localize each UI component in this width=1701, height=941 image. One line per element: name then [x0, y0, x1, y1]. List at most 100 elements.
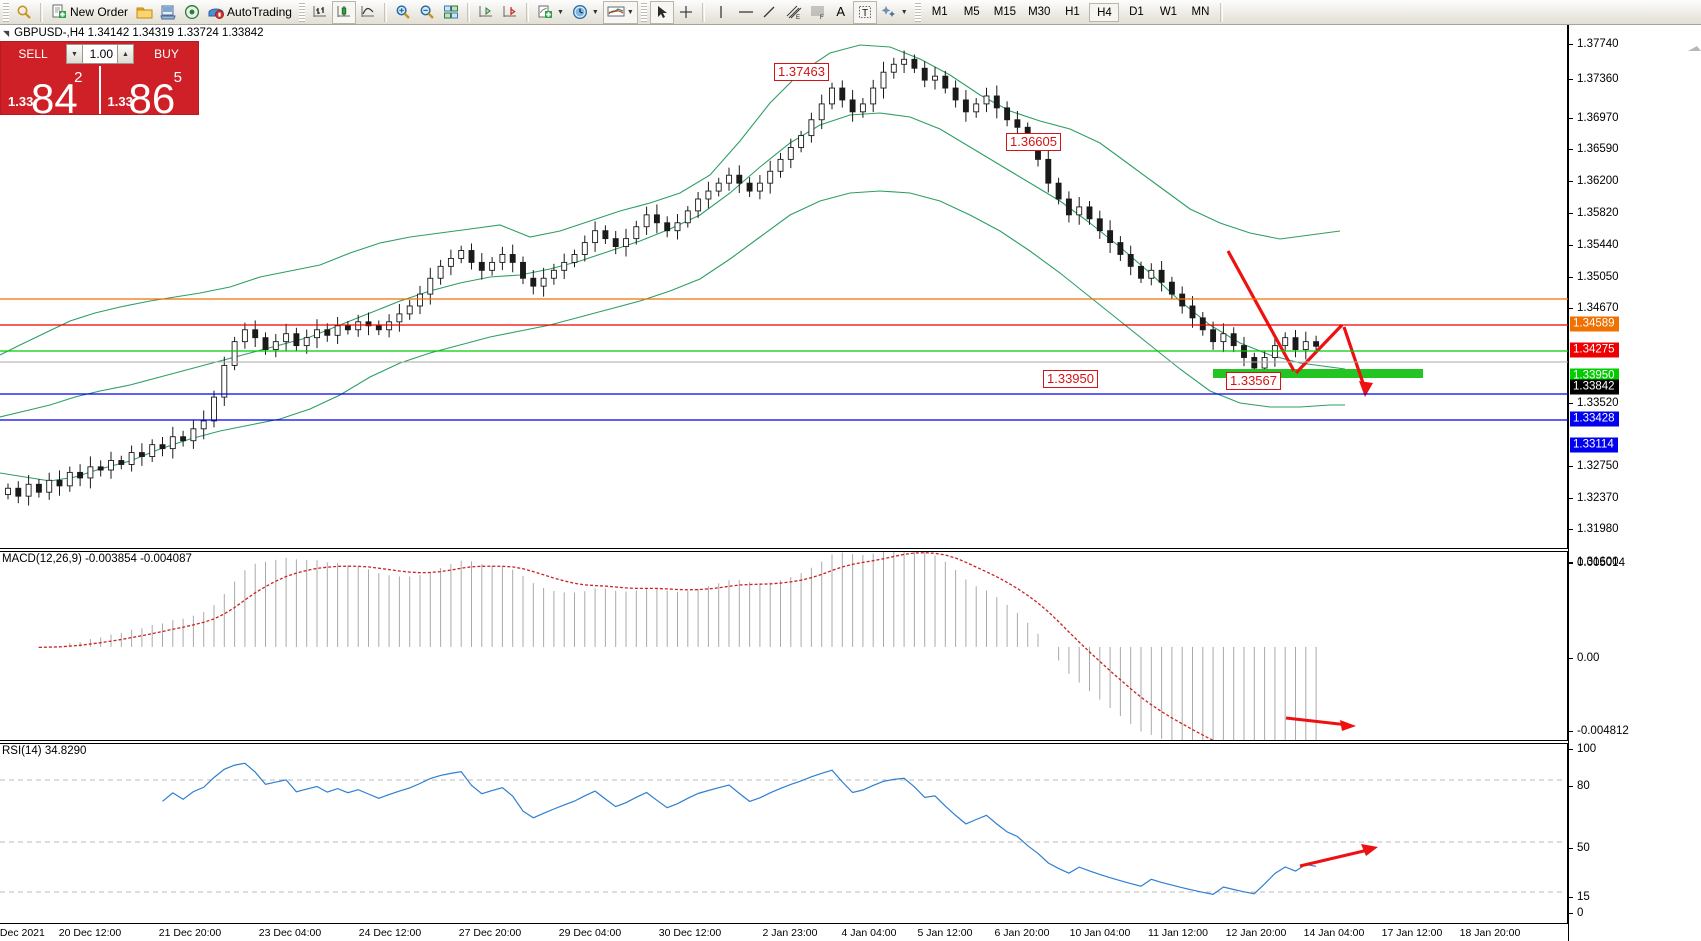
timeframe-button-M5[interactable]: M5 [963, 5, 980, 18]
price-axis[interactable]: 1.37740 1.37360 1.36970 1.36590 1.36200 1.358… [1568, 25, 1701, 941]
hline-icon[interactable] [733, 1, 757, 24]
chevron-down-icon-3[interactable]: ▼ [626, 8, 634, 16]
volume-decrement-button[interactable]: ▼ [66, 44, 83, 64]
price-level-label-1.34589[interactable]: 1.34589 [1570, 316, 1619, 332]
crosshair-icon[interactable] [674, 1, 698, 24]
vline-icon[interactable] [709, 1, 733, 24]
price-pane[interactable] [0, 25, 1568, 549]
cursor-icon[interactable] [649, 0, 674, 24]
rsi-tick-label-50: 50 [1577, 842, 1590, 854]
shapes-icon[interactable]: ▼ [877, 1, 912, 24]
zoom-in-icon[interactable] [391, 1, 415, 24]
magnifier-search-icon[interactable] [12, 1, 36, 24]
vertical-scrollbar-thumb[interactable] [1688, 46, 1701, 52]
toolbar-grip[interactable] [3, 2, 9, 22]
price-tickmark [1569, 44, 1573, 45]
timeframe-button-D1[interactable]: D1 [1129, 5, 1144, 18]
add-indicator-icon[interactable]: ▼ [533, 1, 568, 24]
price-tick-label-1.35440: 1.35440 [1577, 239, 1619, 251]
toolbar-grip-2[interactable] [298, 2, 305, 22]
one-click-trading-panel[interactable]: SELL ▼ 1.00 ▲ BUY 1.33 84 2 1.33 86 5 [0, 41, 199, 115]
fibonacci-icon[interactable]: F [805, 1, 829, 24]
trendline-icon[interactable] [757, 1, 781, 24]
tile-windows-icon[interactable] [439, 1, 463, 24]
swing-high-label[interactable]: 1.37463 [774, 63, 829, 81]
chevron-down-icon-4[interactable]: ▼ [900, 8, 908, 16]
candle-body [952, 87, 959, 101]
candle-body [798, 135, 805, 148]
svg-text:T: T [862, 8, 868, 19]
text-label-icon[interactable]: A [836, 4, 846, 19]
timeframe-button-H1[interactable]: H1 [1065, 5, 1080, 18]
toolbar-grip-4[interactable] [914, 2, 921, 22]
volume-input[interactable]: 1.00 [83, 44, 117, 64]
macd-pane[interactable]: MACD(12,26,9) -0.003854 -0.004087 [0, 551, 1568, 741]
candle-body [550, 269, 557, 279]
candlestick-chart-icon[interactable] [331, 0, 356, 24]
rsi-tick-label-80: 80 [1577, 780, 1590, 792]
candle-body [921, 67, 928, 81]
candle-body [25, 483, 32, 497]
line-chart-icon[interactable] [356, 1, 380, 24]
toolbar-grip-3[interactable] [640, 2, 647, 22]
candle-body [520, 261, 526, 279]
sell-button[interactable]: SELL [1, 42, 65, 66]
chart-canvas-area[interactable]: MACD(12,26,9) -0.003854 -0.004087 RSI(14… [0, 25, 1701, 941]
bar-chart-icon[interactable] [308, 1, 332, 24]
navigator-icon[interactable] [180, 1, 204, 24]
auto-scroll-icon[interactable] [498, 1, 522, 24]
zoom-out-icon[interactable] [415, 1, 439, 24]
support-zone-label[interactable]: 1.33950 [1043, 370, 1098, 388]
price-level-label-1.33428[interactable]: 1.33428 [1570, 411, 1619, 427]
macd-signal-line [38, 552, 1214, 740]
rsi-pane[interactable]: RSI(14) 34.8290 [0, 743, 1568, 924]
candle-body [468, 250, 475, 263]
volume-control[interactable]: ▼ 1.00 ▲ [65, 42, 135, 66]
folder-icon[interactable] [132, 1, 156, 24]
price-level-label-1.33842[interactable]: 1.33842 [1570, 379, 1619, 395]
buy-button[interactable]: BUY [135, 42, 198, 66]
rsi-chart-svg [0, 762, 1566, 896]
macd-tickmark [1569, 563, 1573, 564]
candle-body [1199, 317, 1206, 331]
chart-shift-icon[interactable] [474, 1, 498, 24]
price-tickmark [1569, 308, 1573, 309]
timeframe-button-M15[interactable]: M15 [993, 5, 1017, 18]
candle-body [540, 277, 547, 287]
price-level-label-1.33114[interactable]: 1.33114 [1570, 437, 1618, 453]
time-axis-label: 12 Jan 20:00 [1225, 927, 1287, 939]
timeframe-button-H4[interactable]: H4 [1089, 2, 1120, 22]
candle-body [1168, 281, 1175, 295]
volume-increment-button[interactable]: ▲ [117, 44, 134, 64]
autotrading-button[interactable]: AutoTrading [204, 1, 296, 24]
candle-body [1261, 357, 1268, 369]
time-axis[interactable]: 7 Dec 2021 20 Dec 12:00 21 Dec 20:00 23 Dec… [0, 926, 1568, 941]
equidistant-channel-icon[interactable]: E [781, 1, 805, 24]
swing-low-label[interactable]: 1.33567 [1226, 372, 1281, 390]
timeframe-group: M1 M5 M15 M30 H1 H4 D1 W1 MN [924, 2, 1217, 22]
text-box-icon[interactable]: T [852, 0, 877, 24]
ask-price-display[interactable]: 1.33 86 5 [98, 66, 199, 114]
price-tickmark [1569, 562, 1573, 563]
macd-chart-svg [38, 552, 1356, 740]
timeframe-button-M30[interactable]: M30 [1028, 5, 1051, 18]
time-axis-label: 6 Jan 20:00 [994, 927, 1050, 939]
period-clock-icon[interactable]: ▼ [568, 1, 603, 24]
candle-body [15, 487, 22, 497]
candle-body [46, 479, 53, 493]
templates-icon[interactable]: ▼ [602, 0, 638, 24]
price-level-label-1.34275[interactable]: 1.34275 [1570, 342, 1619, 358]
timeframe-button-MN[interactable]: MN [1191, 5, 1210, 18]
terminal-icon[interactable] [156, 1, 180, 24]
candle-body [1138, 265, 1144, 279]
symbol-ohlc-text: GBPUSD-,H4 1.34142 1.34319 1.33724 1.338… [14, 27, 264, 39]
timeframe-button-M1[interactable]: M1 [931, 5, 948, 18]
bid-price-display[interactable]: 1.33 84 2 [1, 66, 99, 114]
lower-high-label[interactable]: 1.36605 [1006, 133, 1061, 151]
timeframe-button-W1[interactable]: W1 [1159, 5, 1178, 18]
new-order-button[interactable]: New Order [47, 1, 132, 24]
chevron-down-icon-2[interactable]: ▼ [591, 8, 599, 16]
chart-collapse-icon[interactable]: ◥ [3, 28, 10, 38]
candle-body [818, 103, 825, 121]
chevron-down-icon[interactable]: ▼ [556, 8, 564, 16]
